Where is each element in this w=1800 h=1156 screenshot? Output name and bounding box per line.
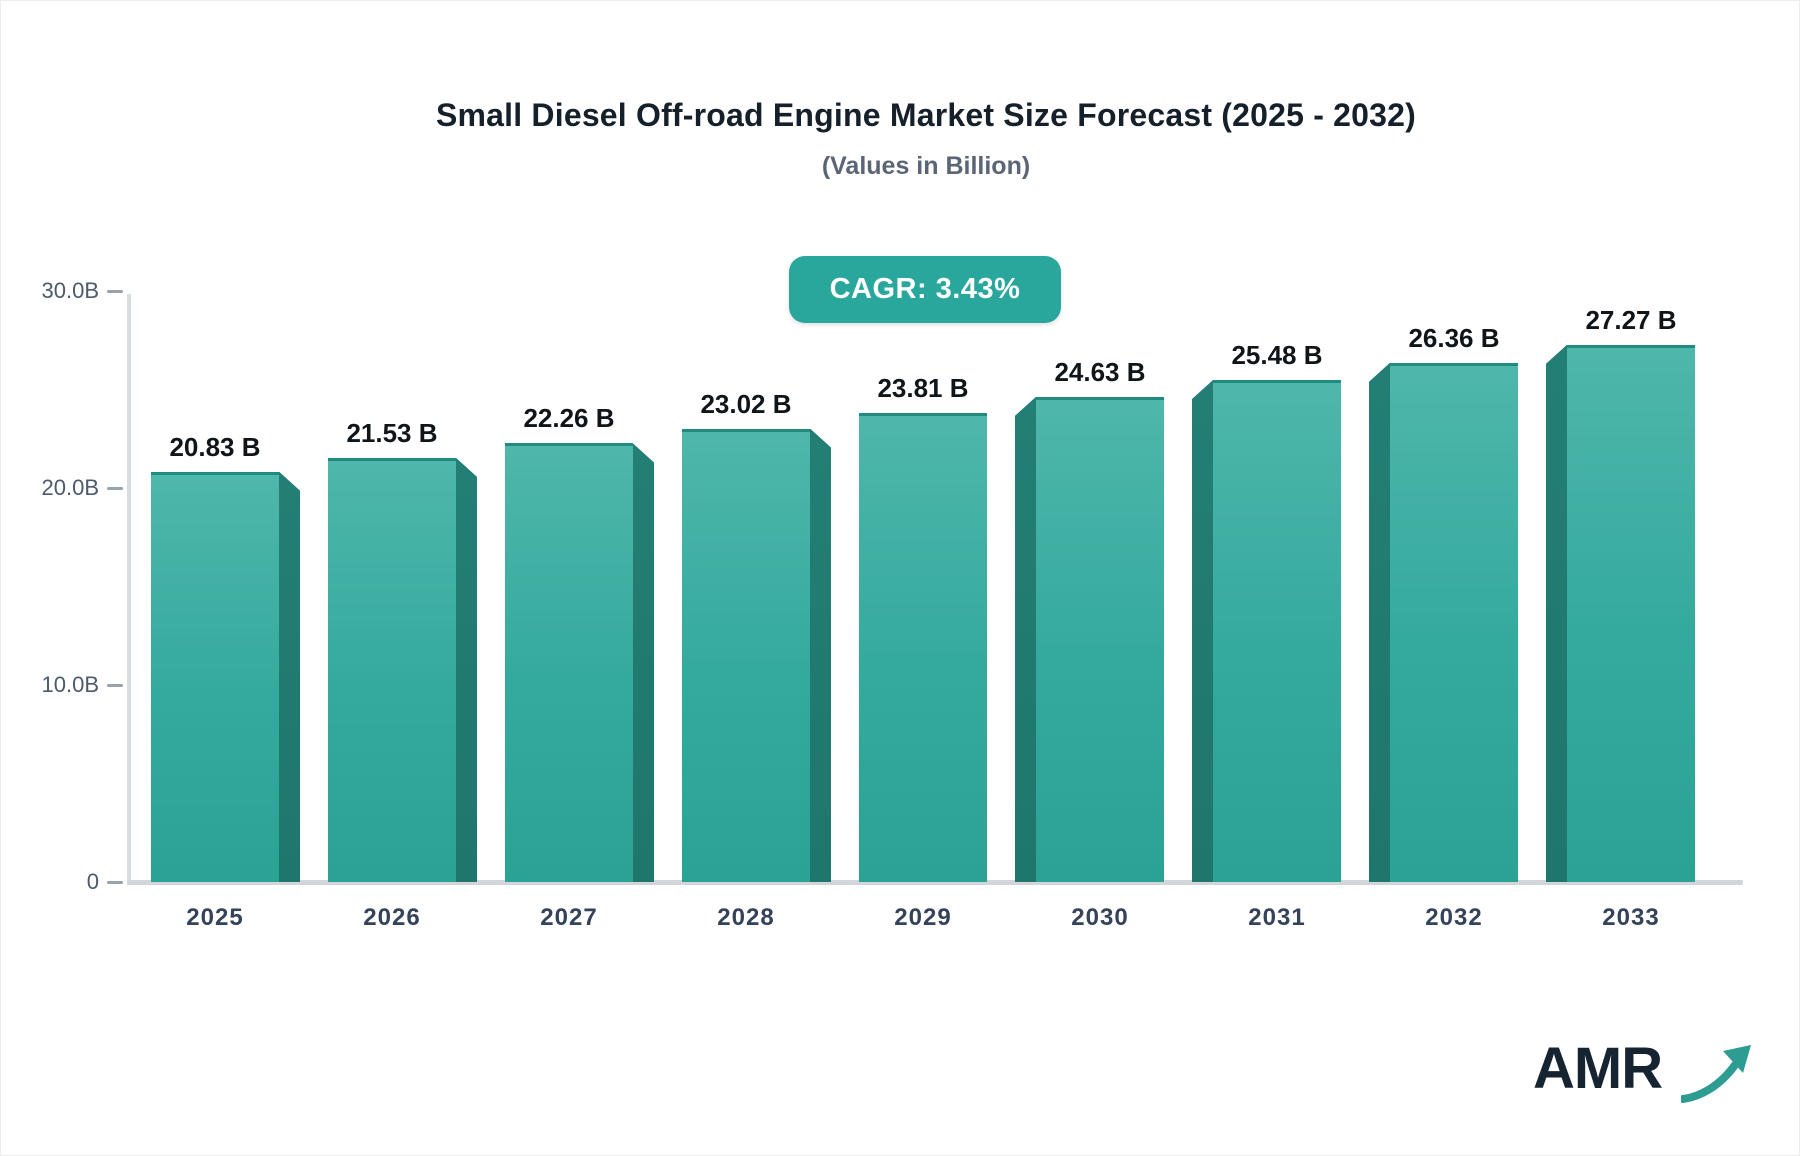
x-tick-label-2031: 2031 bbox=[1248, 904, 1306, 931]
chart-subtitle: (Values in Billion) bbox=[821, 152, 1031, 180]
growth-arrow-icon bbox=[1681, 1045, 1751, 1103]
amr-logo: AMR bbox=[1533, 1035, 1763, 1115]
chart-header: Small Diesel Off-road Engine Market Size… bbox=[51, 97, 1799, 181]
y-tick-mark bbox=[107, 290, 123, 293]
x-tick-label-2030: 2030 bbox=[1071, 904, 1129, 931]
chart-title: Small Diesel Off-road Engine Market Size… bbox=[435, 97, 1417, 133]
cagr-badge-label: CAGR: 3.43% bbox=[829, 273, 1021, 305]
bar-2031 bbox=[1213, 380, 1341, 882]
x-tick-label-2026: 2026 bbox=[363, 904, 421, 931]
cagr-badge: CAGR: 3.43% bbox=[789, 256, 1061, 323]
x-tick-label-2027: 2027 bbox=[540, 904, 598, 931]
bar-side-face bbox=[456, 457, 477, 882]
bar-value-label: 21.53 B bbox=[346, 417, 438, 448]
y-tick-label: 20.0B bbox=[41, 475, 100, 500]
bar-2028 bbox=[682, 428, 810, 882]
bar-value-label: 20.83 B bbox=[169, 431, 261, 462]
bar-value-label: 22.26 B bbox=[523, 403, 615, 434]
x-tick-label-2025: 2025 bbox=[186, 904, 244, 931]
y-tick-mark bbox=[107, 487, 123, 490]
y-tick-mark bbox=[107, 881, 123, 884]
bar-2027 bbox=[505, 443, 633, 882]
bar-side-face bbox=[1369, 362, 1390, 882]
y-axis-line bbox=[127, 294, 131, 885]
bar-side-face bbox=[633, 443, 654, 882]
bar-2025 bbox=[151, 471, 279, 882]
bar-2026 bbox=[328, 457, 456, 882]
y-tick-mark bbox=[107, 684, 123, 687]
x-tick-label-2032: 2032 bbox=[1425, 904, 1483, 931]
x-tick-label-2028: 2028 bbox=[717, 904, 775, 931]
bar-value-label: 25.48 B bbox=[1231, 340, 1323, 371]
bar-side-face bbox=[1546, 344, 1567, 882]
bar-2029 bbox=[859, 412, 987, 882]
y-tick-label: 10.0B bbox=[41, 672, 100, 697]
y-tick-label: 30.0B bbox=[41, 278, 100, 303]
x-tick-label-2029: 2029 bbox=[894, 904, 952, 931]
bar-2032 bbox=[1390, 362, 1518, 882]
bar-value-label: 26.36 B bbox=[1408, 322, 1500, 353]
bar-side-face bbox=[810, 428, 831, 882]
bar-value-label: 23.02 B bbox=[700, 388, 792, 419]
bar-side-face bbox=[1192, 380, 1213, 882]
bar-2030 bbox=[1036, 396, 1164, 882]
amr-logo-text: AMR bbox=[1533, 1036, 1663, 1101]
bar-value-label: 24.63 B bbox=[1054, 356, 1146, 387]
bar-side-face bbox=[279, 471, 300, 882]
bar-value-label: 27.27 B bbox=[1585, 304, 1677, 335]
bar-2033 bbox=[1567, 344, 1695, 882]
bar-value-label: 23.81 B bbox=[877, 372, 969, 403]
x-axis-baseline bbox=[127, 880, 1743, 885]
bar-side-face bbox=[1015, 396, 1036, 882]
y-tick-label: 0 bbox=[86, 869, 99, 894]
x-tick-label-2033: 2033 bbox=[1602, 904, 1660, 931]
